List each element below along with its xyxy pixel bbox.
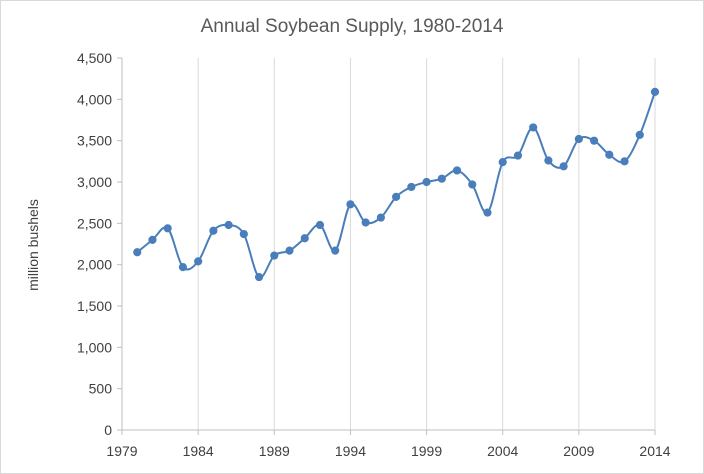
data-point — [376, 213, 385, 222]
data-point — [194, 257, 203, 266]
data-point — [468, 180, 477, 189]
data-point — [498, 158, 507, 167]
y-axis-label: million bushels — [25, 199, 41, 291]
x-tick-label: 2004 — [487, 443, 518, 459]
series-layer — [133, 87, 660, 282]
data-point — [315, 220, 325, 230]
x-tick-label: 1994 — [335, 443, 366, 459]
y-tick-label: 3,500 — [77, 133, 112, 149]
data-point — [392, 192, 401, 201]
data-point — [361, 218, 370, 227]
data-point — [285, 246, 294, 255]
data-point — [452, 166, 462, 175]
data-point — [437, 174, 446, 183]
x-tick-label: 2014 — [639, 443, 670, 459]
y-tick-label: 0 — [104, 422, 112, 438]
data-point — [239, 229, 248, 239]
y-tick-label: 1,500 — [77, 298, 112, 314]
data-point — [133, 248, 142, 257]
axis-layer: 1979 1984 1989 1994 1999 2004 2009 2014 0 500 1,00… — [77, 50, 671, 459]
data-point — [635, 130, 644, 139]
data-point — [300, 234, 309, 243]
x-tick-label: 1979 — [106, 443, 137, 459]
data-point — [544, 156, 553, 165]
data-point — [209, 226, 218, 235]
x-tick-label: 1999 — [411, 443, 442, 459]
y-tick-label: 4,000 — [77, 91, 112, 107]
data-point — [483, 208, 492, 217]
data-point — [178, 263, 188, 272]
data-point — [224, 220, 233, 230]
data-point — [422, 177, 431, 187]
data-point — [331, 246, 340, 255]
y-tick-label: 2,000 — [77, 257, 112, 273]
data-point — [650, 87, 660, 96]
y-tick-label: 500 — [89, 381, 113, 397]
data-point — [513, 151, 523, 160]
y-tick-label: 4,500 — [77, 50, 112, 66]
data-point — [559, 162, 568, 171]
data-point — [620, 157, 629, 166]
x-tick-label: 2009 — [563, 443, 594, 459]
y-tick-label: 3,000 — [77, 174, 112, 190]
data-point — [346, 200, 355, 209]
chart-title: Annual Soybean Supply, 1980-2014 — [201, 16, 504, 37]
data-point — [148, 235, 157, 244]
y-tick-label: 2,500 — [77, 215, 112, 231]
data-point — [605, 150, 614, 159]
data-point — [254, 272, 264, 282]
data-point — [574, 134, 583, 144]
x-tick-label: 1989 — [259, 443, 290, 459]
data-point — [407, 182, 416, 192]
series-line — [136, 91, 656, 279]
data-point — [589, 136, 599, 145]
data-point — [529, 123, 538, 132]
data-point — [163, 224, 172, 233]
x-tick-label: 1984 — [183, 443, 214, 459]
grid-layer — [197, 58, 656, 430]
data-point — [270, 251, 279, 260]
y-tick-label: 1,000 — [77, 339, 112, 355]
